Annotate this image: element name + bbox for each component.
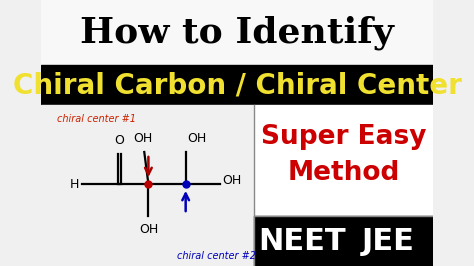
Text: O: O (115, 134, 124, 147)
Bar (255, 105, 433, 216)
Text: Super Easy
Method: Super Easy Method (261, 124, 427, 186)
Text: OH: OH (222, 174, 241, 188)
Text: NEET: NEET (259, 227, 346, 256)
Text: chiral center #2: chiral center #2 (177, 251, 256, 261)
Bar (41, 65, 433, 105)
Text: H: H (70, 177, 79, 190)
Text: OH: OH (133, 132, 152, 145)
Text: Chiral Carbon / Chiral Center: Chiral Carbon / Chiral Center (13, 71, 461, 99)
Text: OH: OH (139, 223, 158, 236)
Bar (41, 105, 255, 266)
Text: How to Identify: How to Identify (80, 15, 394, 50)
Text: chiral center #1: chiral center #1 (57, 114, 137, 124)
Bar (41, 0, 433, 65)
Text: JEE: JEE (362, 227, 415, 256)
Text: OH: OH (187, 132, 207, 145)
Bar (255, 216, 433, 266)
